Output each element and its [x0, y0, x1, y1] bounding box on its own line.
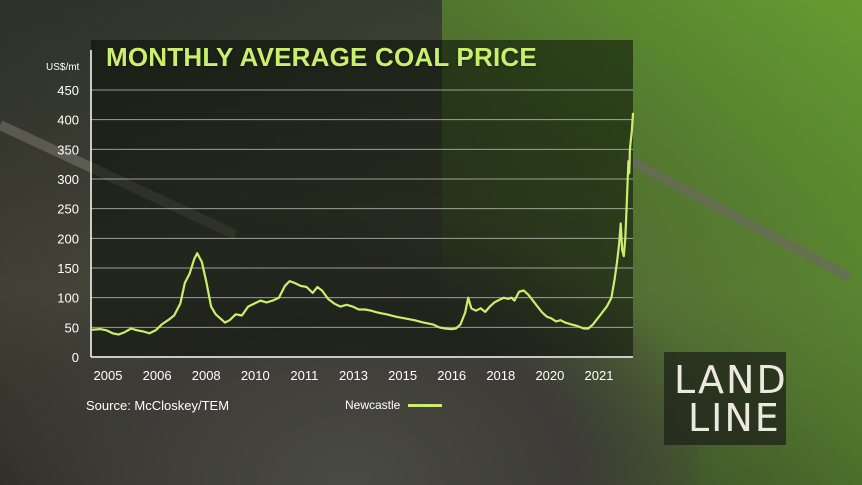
x-tick-label-2006: 2006 — [143, 368, 172, 383]
y-tick-label-450: 450 — [57, 83, 79, 98]
x-tick-label-2005: 2005 — [94, 368, 123, 383]
y-tick-label-150: 150 — [57, 261, 79, 276]
x-tick-label-2021: 2021 — [585, 368, 614, 383]
y-tick-label-0: 0 — [72, 350, 79, 365]
y-tick-label-50: 50 — [65, 320, 79, 335]
legend: Newcastle — [345, 398, 443, 412]
chart-panel — [91, 40, 633, 358]
x-tick-label-2020: 2020 — [535, 368, 564, 383]
legend-label-newcastle: Newcastle — [345, 398, 401, 412]
series-line-newcastle — [91, 112, 635, 336]
y-tick-label-100: 100 — [57, 291, 79, 306]
legend-swatch-newcastle — [408, 403, 443, 407]
y-tick-label-400: 400 — [57, 113, 79, 128]
y-tick-label-200: 200 — [57, 231, 79, 246]
x-tick-label-2008: 2008 — [192, 368, 221, 383]
logo-line-1: LAND — [674, 358, 788, 402]
x-tick-label-2016: 2016 — [437, 368, 466, 383]
x-tick-label-2015: 2015 — [388, 368, 417, 383]
logo-line-2: LINE — [688, 396, 781, 440]
x-tick-label-2013: 2013 — [339, 368, 368, 383]
x-tick-label-2011: 2011 — [290, 368, 318, 383]
y-tick-label-350: 350 — [57, 142, 79, 157]
x-tick-label-2018: 2018 — [486, 368, 515, 383]
y-tick-label-300: 300 — [57, 172, 79, 187]
x-tick-label-2010: 2010 — [241, 368, 270, 383]
y-axis-unit-label: US$/mt — [46, 62, 80, 73]
chart-title: MONTHLY AVERAGE COAL PRICE — [106, 42, 537, 72]
y-tick-label-250: 250 — [57, 202, 79, 217]
source-note: Source: McCloskey/TEM — [86, 398, 230, 413]
landline-logo: LAND LINE — [664, 352, 786, 445]
